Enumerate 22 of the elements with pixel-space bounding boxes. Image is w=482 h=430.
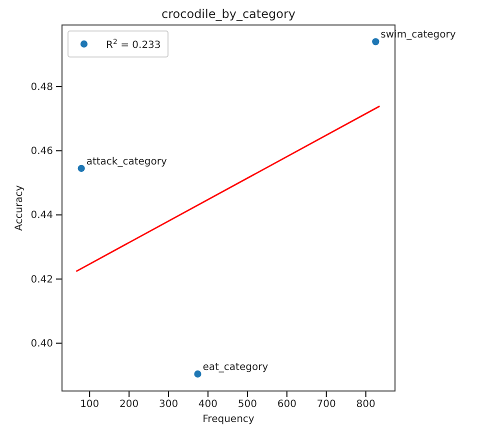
y-axis-title: Accuracy xyxy=(14,185,25,231)
x-tick-label: 500 xyxy=(238,399,257,410)
x-tick-label: 700 xyxy=(316,399,336,410)
x-tick-label: 400 xyxy=(198,399,218,410)
point xyxy=(78,164,85,172)
chart-title: crocodile_by_category xyxy=(162,7,296,21)
y-tick-label: 0.46 xyxy=(30,146,53,157)
x-tick-label: 300 xyxy=(158,399,178,410)
y-tick-label: 0.42 xyxy=(30,274,53,286)
annotation: attack_category xyxy=(86,156,167,168)
point xyxy=(194,370,202,378)
x-tick-label: 600 xyxy=(277,399,296,410)
point xyxy=(372,38,380,46)
x-axis-title: Frequency xyxy=(202,414,254,425)
y-tick-label: 0.44 xyxy=(30,210,53,222)
y-tick-label: 0.48 xyxy=(30,82,53,93)
x-tick-label: 200 xyxy=(120,399,139,410)
x-tick-label: 100 xyxy=(80,399,100,410)
annotation: eat_category xyxy=(202,362,268,373)
legend-label: R$^{2}$ = 0.233 xyxy=(106,38,161,51)
x-tick-label: 800 xyxy=(356,399,376,410)
y-tick-label: 0.40 xyxy=(30,338,53,350)
